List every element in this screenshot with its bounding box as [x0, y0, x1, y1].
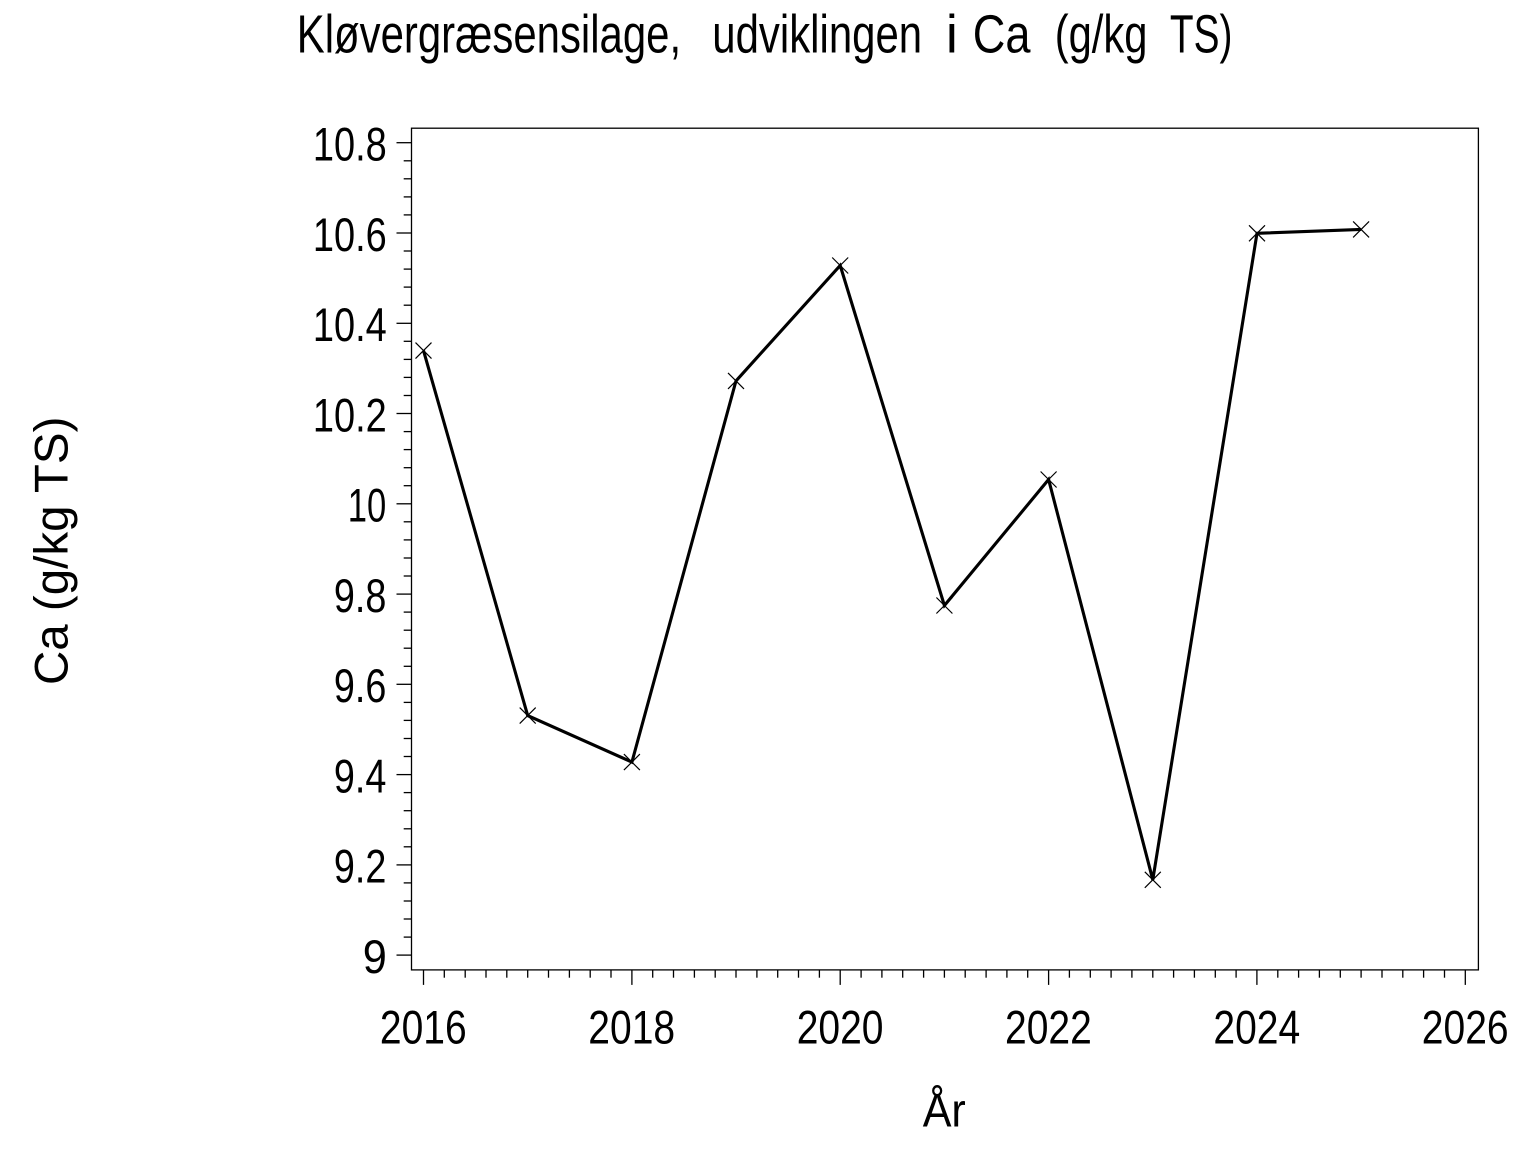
svg-text:9.4: 9.4	[334, 750, 387, 803]
svg-text:2016: 2016	[380, 1001, 467, 1054]
svg-text:10.4: 10.4	[313, 299, 387, 352]
svg-text:2024: 2024	[1213, 1001, 1300, 1054]
svg-text:2020: 2020	[797, 1001, 884, 1054]
svg-text:(g/kg: (g/kg	[1055, 5, 1148, 65]
svg-text:10.8: 10.8	[313, 119, 387, 172]
svg-text:9.6: 9.6	[334, 660, 387, 713]
svg-text:9: 9	[363, 931, 387, 984]
svg-text:TS): TS)	[1170, 5, 1233, 65]
svg-text:udviklingen: udviklingen	[712, 5, 922, 65]
svg-text:10: 10	[348, 480, 387, 533]
svg-text:Ca (g/kg TS): Ca (g/kg TS)	[26, 417, 79, 685]
svg-text:Ca: Ca	[973, 5, 1032, 65]
svg-text:2026: 2026	[1422, 1001, 1509, 1054]
svg-text:10.2: 10.2	[313, 389, 387, 442]
svg-text:Kløvergræsensilage,: Kløvergræsensilage,	[297, 5, 681, 65]
svg-text:2018: 2018	[588, 1001, 675, 1054]
svg-text:9.2: 9.2	[334, 841, 387, 894]
svg-text:9.8: 9.8	[334, 570, 387, 623]
svg-text:10.6: 10.6	[313, 209, 387, 262]
svg-text:2022: 2022	[1005, 1001, 1092, 1054]
svg-text:i: i	[946, 5, 958, 65]
svg-text:År: År	[923, 1085, 966, 1138]
